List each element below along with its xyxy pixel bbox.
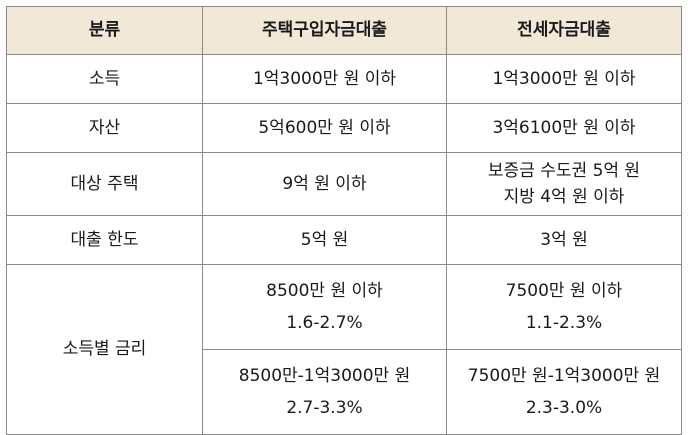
assets-home-value: 5억600만 원 이하 bbox=[202, 103, 447, 153]
rate-tier-1-home-income: 8500만 원 이하 bbox=[266, 280, 383, 301]
target-house-jeonse-value: 보증금 수도권 5억 원 지방 4억 원 이하 bbox=[446, 152, 682, 216]
rate-tier-1-jeonse-cell: 7500만 원 이하 1.1-2.3% bbox=[446, 264, 682, 350]
row-label-rate-by-income: 소득별 금리 bbox=[6, 264, 203, 435]
loan-limit-home-value: 5억 원 bbox=[202, 215, 447, 265]
rate-tier-2-home-income: 8500만-1억3000만 원 bbox=[238, 365, 411, 386]
rate-tier-1-jeonse-income: 7500만 원 이하 bbox=[505, 280, 623, 301]
rate-tier-1-home-rate: 1.6-2.7% bbox=[286, 313, 363, 333]
table-row-rate-tier-1: 소득별 금리 8500만 원 이하 1.6-2.7% 7500만 원 이하 1.… bbox=[6, 264, 682, 435]
rate-tier-1-jeonse-rate: 1.1-2.3% bbox=[525, 313, 603, 333]
table-row-income: 소득 1억3000만 원 이하 1억3000만 원 이하 bbox=[6, 54, 682, 104]
header-category: 분류 bbox=[6, 6, 203, 55]
rate-tier-2-home-rate: 2.7-3.3% bbox=[286, 398, 363, 418]
row-label-assets: 자산 bbox=[6, 103, 203, 153]
rate-tier-2-jeonse-rate: 2.3-3.0% bbox=[525, 398, 603, 418]
target-house-jeonse-line-2: 지방 4억 원 이하 bbox=[503, 187, 625, 207]
row-label-target-house: 대상 주택 bbox=[6, 152, 203, 216]
target-house-jeonse-line-1: 보증금 수도권 5억 원 bbox=[487, 160, 641, 181]
loan-comparison-table-container: 분류 주택구입자금대출 전세자금대출 소득 1억3000만 원 이하 1억300… bbox=[6, 6, 682, 435]
table-header-row: 분류 주택구입자금대출 전세자금대출 bbox=[6, 6, 682, 55]
rate-tier-2-jeonse-cell: 7500만 원-1억3000만 원 2.3-3.0% bbox=[446, 349, 682, 435]
row-label-income: 소득 bbox=[6, 54, 203, 104]
header-home-purchase-loan: 주택구입자금대출 bbox=[202, 6, 447, 55]
assets-jeonse-value: 3억6100만 원 이하 bbox=[446, 103, 682, 153]
loan-limit-jeonse-value: 3억 원 bbox=[446, 215, 682, 265]
rate-tier-2-home-cell: 8500만-1억3000만 원 2.7-3.3% bbox=[202, 349, 447, 435]
income-jeonse-value: 1억3000만 원 이하 bbox=[446, 54, 682, 104]
table-row-assets: 자산 5억600만 원 이하 3억6100만 원 이하 bbox=[6, 103, 682, 153]
target-house-home-value: 9억 원 이하 bbox=[202, 152, 447, 216]
table-row-rate-tier-2: 8500만-1억3000만 원 2.7-3.3% 7500만 원-1억3000만… bbox=[7, 349, 682, 435]
rate-tier-2-jeonse-income: 7500만 원-1억3000만 원 bbox=[467, 365, 661, 386]
rate-tier-1-home-cell: 8500만 원 이하 1.6-2.7% bbox=[202, 264, 447, 350]
loan-comparison-table: 분류 주택구입자금대출 전세자금대출 소득 1억3000만 원 이하 1억300… bbox=[6, 6, 682, 435]
table-row-target-house: 대상 주택 9억 원 이하 보증금 수도권 5억 원 지방 4억 원 이하 bbox=[6, 152, 682, 216]
row-label-loan-limit: 대출 한도 bbox=[6, 215, 203, 265]
header-jeonse-loan: 전세자금대출 bbox=[446, 6, 682, 55]
table-row-loan-limit: 대출 한도 5억 원 3억 원 bbox=[6, 215, 682, 265]
income-home-value: 1억3000만 원 이하 bbox=[202, 54, 447, 104]
